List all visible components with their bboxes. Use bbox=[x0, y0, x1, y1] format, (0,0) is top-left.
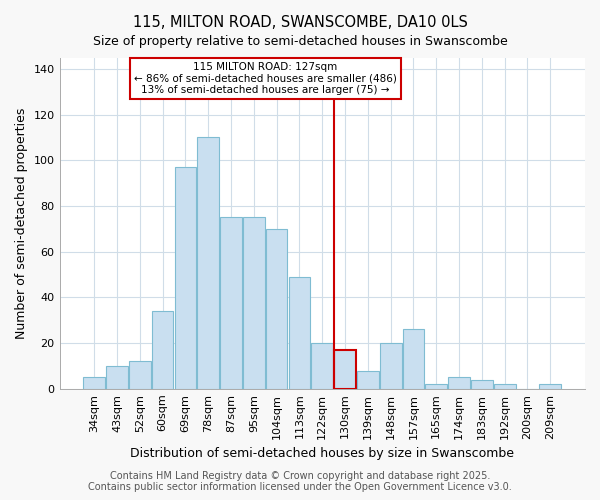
Bar bbox=[311, 343, 333, 389]
Bar bbox=[539, 384, 561, 389]
Bar bbox=[380, 343, 401, 389]
Text: 115, MILTON ROAD, SWANSCOMBE, DA10 0LS: 115, MILTON ROAD, SWANSCOMBE, DA10 0LS bbox=[133, 15, 467, 30]
Bar bbox=[83, 378, 105, 389]
Bar bbox=[357, 370, 379, 389]
Bar bbox=[448, 378, 470, 389]
Bar bbox=[175, 167, 196, 389]
Bar bbox=[106, 366, 128, 389]
Bar bbox=[471, 380, 493, 389]
X-axis label: Distribution of semi-detached houses by size in Swanscombe: Distribution of semi-detached houses by … bbox=[130, 447, 514, 460]
Text: 115 MILTON ROAD: 127sqm
← 86% of semi-detached houses are smaller (486)
13% of s: 115 MILTON ROAD: 127sqm ← 86% of semi-de… bbox=[134, 62, 397, 96]
Bar bbox=[243, 218, 265, 389]
Bar bbox=[152, 311, 173, 389]
Text: Contains HM Land Registry data © Crown copyright and database right 2025.
Contai: Contains HM Land Registry data © Crown c… bbox=[88, 471, 512, 492]
Y-axis label: Number of semi-detached properties: Number of semi-detached properties bbox=[15, 108, 28, 339]
Text: Size of property relative to semi-detached houses in Swanscombe: Size of property relative to semi-detach… bbox=[92, 35, 508, 48]
Bar bbox=[266, 229, 287, 389]
Bar bbox=[220, 218, 242, 389]
Bar bbox=[289, 277, 310, 389]
Bar bbox=[129, 362, 151, 389]
Bar bbox=[494, 384, 515, 389]
Bar bbox=[334, 350, 356, 389]
Bar bbox=[403, 330, 424, 389]
Bar bbox=[425, 384, 447, 389]
Bar bbox=[197, 138, 219, 389]
